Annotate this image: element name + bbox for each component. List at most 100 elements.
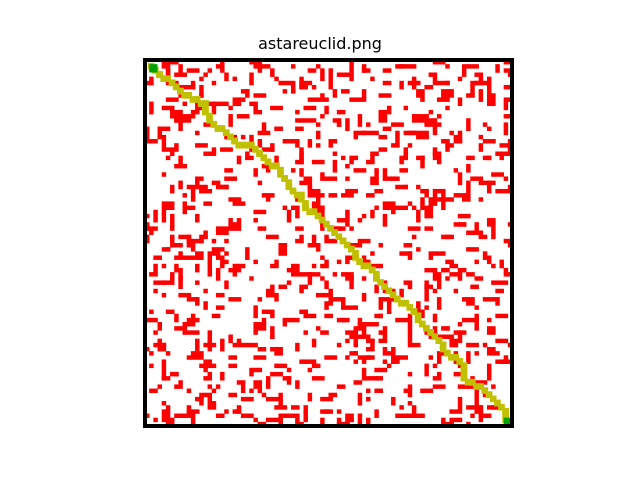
obstacle-cell: [420, 155, 425, 161]
obstacle-cell: [449, 197, 454, 202]
obstacle-cell: [207, 371, 213, 377]
obstacle-cell: [311, 205, 317, 211]
obstacle-cell: [295, 342, 300, 348]
obstacle-cell: [386, 105, 392, 111]
path-cell: [360, 262, 368, 270]
obstacle-cell: [445, 276, 450, 281]
obstacle-cell: [174, 413, 179, 418]
obstacle-cell: [303, 80, 308, 86]
obstacle-cell: [353, 334, 358, 339]
obstacle-cell: [395, 355, 400, 360]
obstacle-cell: [320, 159, 325, 165]
obstacle-cell: [203, 188, 208, 194]
obstacle-cell: [503, 60, 509, 65]
obstacle-cell: [228, 168, 233, 173]
obstacle-cell: [424, 226, 429, 231]
obstacle-cell: [299, 76, 304, 82]
obstacle-cell: [161, 367, 167, 373]
obstacle-cell: [195, 330, 200, 335]
obstacle-cell: [361, 255, 367, 260]
obstacle-cell: [370, 180, 375, 186]
obstacle-cell: [486, 97, 492, 102]
obstacle-cell: [299, 155, 304, 161]
obstacle-cell: [265, 197, 271, 202]
obstacle-cell: [332, 272, 338, 277]
obstacle-cell: [286, 376, 292, 381]
obstacle-cell: [403, 355, 409, 360]
obstacle-cell: [374, 288, 379, 294]
obstacle-cell: [145, 234, 150, 240]
obstacle-cell: [399, 317, 404, 323]
obstacle-cell: [153, 317, 158, 323]
obstacle-cell: [345, 272, 350, 277]
obstacle-cell: [345, 176, 350, 181]
obstacle-cell: [145, 238, 150, 244]
obstacle-cell: [315, 247, 321, 252]
obstacle-cell: [428, 109, 434, 115]
obstacle-cell: [428, 251, 434, 256]
obstacle-cell: [445, 80, 450, 86]
obstacle-cell: [486, 371, 492, 377]
obstacle-cell: [432, 363, 438, 369]
obstacle-cell: [436, 297, 442, 302]
obstacle-cell: [474, 64, 479, 69]
obstacle-cell: [357, 118, 363, 123]
obstacle-cell: [270, 263, 275, 269]
obstacle-cell: [220, 263, 225, 269]
obstacle-cell: [199, 355, 204, 360]
obstacle-cell: [253, 380, 258, 385]
obstacle-cell: [261, 392, 267, 398]
obstacle-cell: [503, 272, 509, 277]
obstacle-cell: [257, 380, 263, 385]
obstacle-cell: [478, 409, 484, 414]
obstacle-cell: [224, 168, 229, 173]
obstacle-cell: [257, 209, 263, 215]
obstacle-cell: [445, 93, 450, 98]
obstacle-cell: [503, 101, 509, 107]
obstacle-cell: [424, 134, 429, 140]
obstacle-cell: [270, 143, 275, 148]
obstacle-cell: [453, 330, 459, 335]
obstacle-cell: [215, 64, 221, 69]
obstacle-cell: [224, 134, 229, 140]
obstacle-cell: [257, 109, 263, 115]
path-cell: [285, 183, 293, 191]
path-cell: [172, 83, 180, 91]
obstacle-cell: [186, 238, 192, 244]
obstacle-cell: [161, 134, 167, 140]
obstacle-cell: [290, 89, 296, 94]
obstacle-cell: [353, 134, 358, 140]
obstacle-cell: [228, 392, 233, 398]
obstacle-cell: [461, 222, 467, 227]
path-cell: [464, 378, 472, 386]
obstacle-cell: [495, 188, 500, 194]
obstacle-cell: [161, 371, 167, 377]
obstacle-cell: [436, 251, 442, 256]
obstacle-cell: [420, 313, 425, 319]
obstacle-cell: [470, 84, 475, 90]
obstacle-cell: [382, 297, 388, 302]
obstacle-cell: [199, 176, 204, 181]
obstacle-cell: [161, 346, 167, 352]
obstacle-cell: [261, 147, 267, 152]
obstacle-cell: [195, 101, 200, 107]
obstacle-cell: [378, 338, 384, 344]
obstacle-cell: [349, 159, 354, 165]
obstacle-cell: [436, 376, 442, 381]
obstacle-cell: [303, 409, 308, 414]
obstacle-cell: [249, 72, 254, 77]
obstacle-cell: [265, 193, 271, 198]
obstacle-cell: [432, 76, 438, 82]
obstacle-cell: [386, 297, 392, 302]
obstacle-cell: [170, 417, 175, 423]
obstacle-cell: [270, 292, 275, 298]
obstacle-cell: [382, 218, 388, 223]
obstacle-cell: [491, 351, 496, 356]
obstacle-cell: [220, 60, 225, 65]
obstacle-cell: [403, 147, 409, 152]
obstacle-cell: [332, 355, 338, 360]
obstacle-cell: [278, 251, 283, 256]
obstacle-cell: [345, 317, 350, 323]
obstacle-cell: [182, 72, 188, 77]
obstacle-cell: [503, 238, 509, 244]
